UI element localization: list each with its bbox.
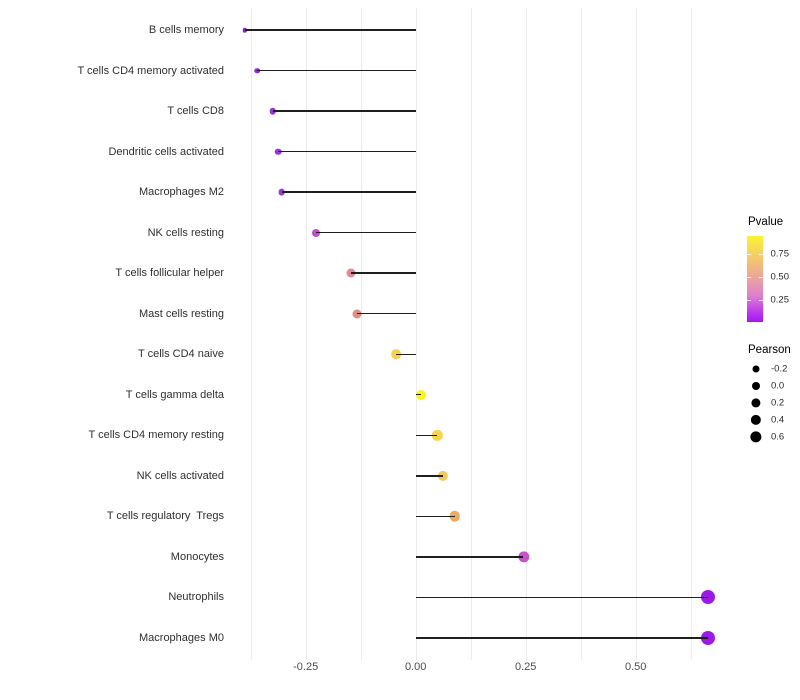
y-axis-label: Mast cells resting: [139, 307, 224, 320]
lollipop-stem: [415, 515, 455, 518]
y-axis-label: Dendritic cells activated: [108, 145, 224, 158]
gridline: [470, 8, 472, 660]
pvalue-tick-label: 0.75: [770, 248, 790, 260]
gridline: [360, 8, 362, 660]
x-tick-label: 0.00: [404, 661, 427, 673]
lollipop-dot: [437, 470, 448, 481]
pvalue-gradient-bar: [747, 236, 763, 322]
y-axis-label: T cells CD8: [167, 105, 224, 118]
lollipop-stem: [244, 29, 416, 31]
lollipop-stem: [272, 110, 416, 112]
pearson-legend-label: 0.4: [771, 414, 785, 426]
y-axis-label: T cells CD4 naive: [138, 348, 224, 361]
lollipop-stem: [415, 637, 709, 639]
y-axis-label: T cells follicular helper: [115, 267, 224, 280]
y-axis-label: Neutrophils: [168, 591, 224, 604]
lollipop-dot: [415, 389, 426, 400]
lollipop-dot: [517, 551, 530, 563]
lollipop-stem: [395, 353, 416, 355]
y-axis-label: NK cells activated: [136, 469, 224, 482]
pvalue-bar-tick: [758, 254, 763, 256]
gridline: [250, 8, 252, 660]
lollipop-dot: [432, 430, 443, 441]
y-axis-label: T cells CD4 memory activated: [77, 64, 224, 77]
lollipop-stem: [415, 394, 421, 396]
lollipop-stem: [415, 556, 524, 558]
lollipop-stem: [257, 69, 416, 72]
pearson-legend-dot: [752, 382, 760, 390]
lollipop-stem: [357, 313, 416, 315]
pearson-legend-dot: [750, 431, 762, 443]
gridline: [580, 8, 582, 660]
y-axis-label: T cells regulatory Tregs: [106, 510, 224, 523]
y-axis-label: Macrophages M0: [139, 631, 224, 644]
lollipop-dot: [701, 630, 716, 645]
x-tick-label: 0.50: [624, 661, 647, 673]
pvalue-tick-label: 0.50: [770, 271, 790, 283]
gridline: [305, 8, 307, 660]
pvalue-bar-tick: [758, 300, 763, 302]
lollipop-stem: [281, 191, 416, 193]
pearson-legend-label: 0.6: [771, 431, 785, 443]
pearson-legend-label: -0.2: [771, 363, 788, 375]
x-tick-label: -0.25: [293, 661, 319, 673]
lollipop-dot: [449, 511, 461, 522]
gridline: [415, 8, 417, 660]
pvalue-bar-tick: [747, 277, 751, 279]
lollipop-dot: [700, 590, 715, 605]
pvalue-bar-tick: [747, 300, 751, 302]
y-axis-label: B cells memory: [148, 24, 224, 36]
lollipop-stem: [350, 272, 416, 274]
pearson-legend-dot: [751, 398, 761, 408]
lollipop-stem: [278, 150, 416, 153]
pearson-legend-label: 0.2: [771, 397, 785, 409]
pvalue-legend-title: Pvalue: [748, 216, 784, 228]
gridline: [525, 8, 527, 660]
lollipop-stem: [415, 596, 708, 599]
lollipop-stem: [415, 475, 443, 477]
gridline: [635, 8, 637, 660]
pvalue-tick-label: 0.25: [770, 294, 790, 306]
pearson-legend-dot: [752, 365, 760, 373]
lollipop-stem: [415, 434, 438, 436]
y-axis-label: Macrophages M2: [139, 186, 224, 199]
x-tick-label: 0.25: [514, 661, 537, 673]
pearson-legend-label: 0.0: [771, 380, 785, 392]
gridline: [690, 8, 692, 660]
y-axis-label: Monocytes: [170, 550, 224, 563]
lollipop-stem: [316, 231, 416, 234]
pvalue-bar-tick: [747, 254, 751, 256]
pearson-legend-title: Pearson: [748, 344, 791, 356]
y-axis-label: NK cells resting: [147, 226, 224, 239]
pvalue-bar-tick: [758, 277, 763, 279]
y-axis-label: T cells CD4 memory resting: [88, 429, 225, 442]
y-axis-label: T cells gamma delta: [125, 388, 224, 401]
pearson-legend-dot: [750, 414, 762, 426]
